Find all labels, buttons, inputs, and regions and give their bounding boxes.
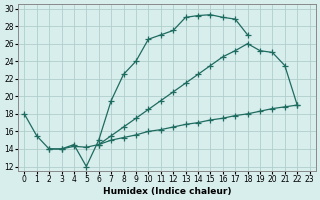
X-axis label: Humidex (Indice chaleur): Humidex (Indice chaleur) xyxy=(103,187,231,196)
